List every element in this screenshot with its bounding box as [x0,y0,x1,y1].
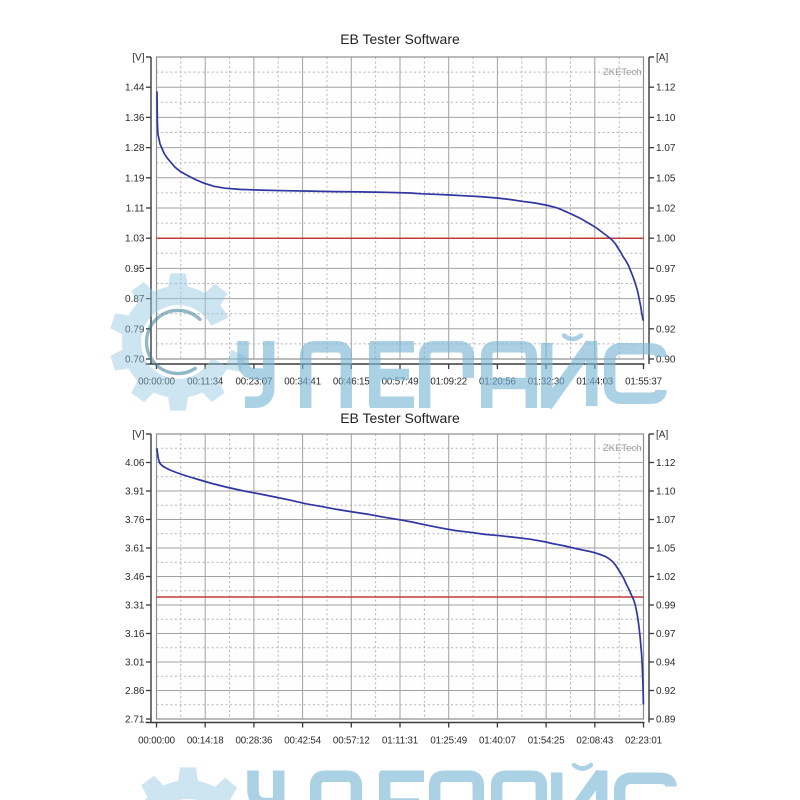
svg-text:01:09:22: 01:09:22 [430,377,467,388]
svg-text:1.03: 1.03 [125,234,145,245]
svg-text:3.61: 3.61 [125,544,145,555]
svg-text:1.02: 1.02 [656,572,676,583]
svg-text:[V]: [V] [132,53,144,64]
svg-text:3.46: 3.46 [125,572,145,583]
svg-text:1.12: 1.12 [656,83,676,94]
svg-text:1.19: 1.19 [125,173,145,184]
svg-text:0.90: 0.90 [656,355,676,366]
svg-text:01:40:07: 01:40:07 [479,736,516,747]
svg-text:00:57:49: 00:57:49 [382,377,419,388]
svg-text:1.36: 1.36 [125,113,145,124]
svg-text:0.89: 0.89 [656,715,676,726]
svg-text:EB Tester Software: EB Tester Software [340,31,460,47]
svg-text:1.10: 1.10 [656,487,676,498]
svg-text:00:42:54: 00:42:54 [284,736,321,747]
svg-text:[V]: [V] [132,430,144,441]
svg-text:EB Tester Software: EB Tester Software [340,410,460,426]
svg-text:3.01: 3.01 [125,658,145,669]
svg-text:0.94: 0.94 [656,658,676,669]
svg-text:ZKETech: ZKETech [603,443,642,454]
svg-text:2.86: 2.86 [125,686,145,697]
svg-text:3.76: 3.76 [125,515,145,526]
svg-text:1.02: 1.02 [656,204,676,215]
svg-text:01:11:31: 01:11:31 [382,736,418,747]
svg-text:4.06: 4.06 [125,458,145,469]
svg-text:01:25:49: 01:25:49 [430,736,467,747]
svg-text:[A]: [A] [656,430,668,441]
svg-text:00:14:18: 00:14:18 [187,736,224,747]
svg-text:1.05: 1.05 [656,544,676,555]
svg-text:0.95: 0.95 [656,294,676,305]
svg-text:0.79: 0.79 [125,324,145,335]
svg-text:3.91: 3.91 [125,487,145,498]
svg-text:1.05: 1.05 [656,173,676,184]
svg-text:0.99: 0.99 [656,601,676,612]
svg-text:1.28: 1.28 [125,143,145,154]
svg-text:0.70: 0.70 [125,355,145,366]
svg-text:02:23:01: 02:23:01 [625,736,662,747]
svg-text:1.12: 1.12 [656,458,676,469]
svg-text:0.87: 0.87 [125,294,145,305]
svg-text:0.95: 0.95 [125,264,145,275]
svg-text:02:08:43: 02:08:43 [576,736,613,747]
svg-text:00:00:00: 00:00:00 [138,736,175,747]
svg-text:1.10: 1.10 [656,113,676,124]
svg-text:[A]: [A] [656,53,668,64]
svg-text:00:00:00: 00:00:00 [138,377,175,388]
svg-text:0.97: 0.97 [656,264,676,275]
svg-text:0.92: 0.92 [656,686,676,697]
svg-text:1.07: 1.07 [656,515,676,526]
svg-text:2.71: 2.71 [125,715,145,726]
svg-text:00:28:36: 00:28:36 [236,736,273,747]
svg-text:0.97: 0.97 [656,629,676,640]
svg-text:01:55:37: 01:55:37 [625,377,662,388]
svg-text:1.11: 1.11 [126,204,145,215]
svg-text:01:54:25: 01:54:25 [528,736,565,747]
svg-text:00:11:34: 00:11:34 [187,377,224,388]
svg-text:3.31: 3.31 [125,601,145,612]
svg-text:ZKETech: ZKETech [603,67,642,78]
svg-text:1.00: 1.00 [656,234,676,245]
svg-text:00:57:12: 00:57:12 [333,736,370,747]
svg-text:3.16: 3.16 [125,629,145,640]
svg-text:00:23:07: 00:23:07 [236,377,273,388]
svg-text:1.07: 1.07 [656,143,676,154]
svg-text:0.92: 0.92 [656,324,676,335]
svg-text:1.44: 1.44 [125,83,145,94]
